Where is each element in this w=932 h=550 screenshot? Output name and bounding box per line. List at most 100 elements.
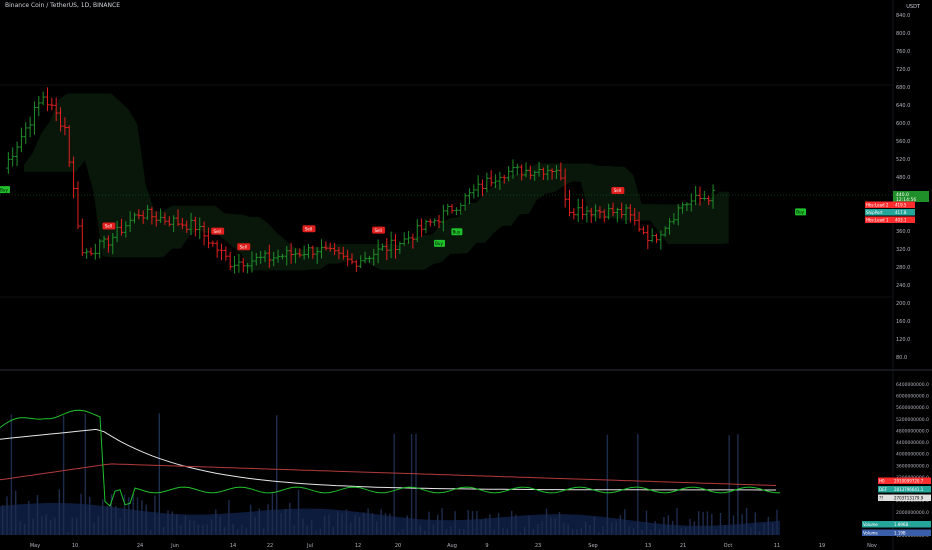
- volume-bar[interactable]: [463, 529, 465, 535]
- volume-bar[interactable]: [219, 516, 221, 535]
- currency-label[interactable]: USDT: [906, 4, 920, 10]
- volume-bar[interactable]: [28, 500, 30, 535]
- volume-bar[interactable]: [323, 515, 326, 535]
- volume-bar[interactable]: [637, 434, 639, 535]
- volume-bar[interactable]: [584, 521, 587, 535]
- volume-bar[interactable]: [6, 496, 8, 535]
- sell-signal[interactable]: [211, 227, 225, 235]
- volume-bar[interactable]: [376, 521, 378, 535]
- volume-bar[interactable]: [58, 489, 60, 535]
- volume-bar[interactable]: [284, 508, 287, 535]
- volume-bar[interactable]: [511, 510, 513, 535]
- volume-bar[interactable]: [2, 505, 4, 535]
- last-price-badge[interactable]: [893, 191, 929, 202]
- volume-bar[interactable]: [115, 506, 117, 535]
- volume-bar[interactable]: [232, 523, 234, 535]
- volume-bar[interactable]: [76, 517, 78, 536]
- volume-bar[interactable]: [437, 514, 439, 535]
- buy-signal[interactable]: [0, 186, 10, 194]
- sell-signal[interactable]: [611, 187, 625, 195]
- volume-bar[interactable]: [532, 529, 535, 535]
- volume-bar[interactable]: [676, 508, 678, 535]
- volume-bar[interactable]: [23, 523, 26, 535]
- volume-bar[interactable]: [162, 526, 165, 535]
- volume-bar[interactable]: [97, 516, 100, 535]
- volume-bar[interactable]: [397, 532, 400, 535]
- volume-bar[interactable]: [254, 516, 256, 535]
- volume-bar[interactable]: [732, 515, 735, 535]
- volume-bar[interactable]: [602, 526, 604, 535]
- indicator-legend-tag[interactable]: [865, 209, 893, 216]
- volume-bar[interactable]: [350, 522, 352, 535]
- volume-bar[interactable]: [171, 511, 173, 535]
- volume-bar[interactable]: [493, 529, 495, 535]
- buy-signal[interactable]: [451, 228, 463, 236]
- volume-bar[interactable]: [393, 433, 395, 535]
- volume-bar[interactable]: [371, 513, 374, 535]
- volume-bar[interactable]: [667, 515, 669, 535]
- volume-bar[interactable]: [502, 527, 504, 535]
- volume-bar[interactable]: [384, 513, 387, 535]
- indicator-legend-tag[interactable]: [865, 201, 893, 209]
- volume-bar[interactable]: [745, 507, 748, 535]
- volume-bar[interactable]: [410, 434, 413, 535]
- volume-bar[interactable]: [554, 518, 556, 535]
- volume-bar[interactable]: [54, 517, 56, 535]
- volume-bar[interactable]: [363, 512, 365, 535]
- volume-bar[interactable]: [650, 530, 652, 535]
- volume-bar[interactable]: [49, 520, 52, 536]
- volume-bar[interactable]: [772, 523, 774, 535]
- volume-bar[interactable]: [571, 528, 574, 535]
- volume-bar[interactable]: [271, 493, 274, 535]
- volume-bar[interactable]: [497, 512, 500, 535]
- buy-signal[interactable]: [434, 239, 445, 247]
- volume-bar[interactable]: [663, 517, 665, 535]
- volume-bar[interactable]: [671, 520, 674, 535]
- volume-bar[interactable]: [223, 527, 226, 535]
- volume-legend-tag[interactable]: [878, 486, 893, 493]
- volume-ma-white[interactable]: [0, 428, 776, 491]
- volume-bar[interactable]: [424, 530, 426, 535]
- volume-bar[interactable]: [519, 532, 522, 535]
- volume-bar[interactable]: [406, 515, 408, 536]
- volume-bar[interactable]: [419, 525, 421, 535]
- volume-bar[interactable]: [467, 510, 469, 535]
- volume-bar[interactable]: [489, 514, 491, 535]
- volume-bar[interactable]: [537, 524, 539, 535]
- volume-bar[interactable]: [245, 527, 247, 535]
- volume-bar[interactable]: [515, 514, 517, 535]
- volume-bar[interactable]: [110, 494, 113, 535]
- volume-bar[interactable]: [567, 524, 569, 535]
- volume-bar[interactable]: [149, 530, 152, 535]
- volume-bar[interactable]: [389, 513, 391, 535]
- volume-bar[interactable]: [337, 511, 339, 536]
- volume-bar[interactable]: [136, 497, 139, 535]
- volume-bar[interactable]: [728, 435, 730, 535]
- volume-bar[interactable]: [276, 415, 278, 535]
- volume-bar[interactable]: [458, 528, 461, 535]
- volume-bar[interactable]: [776, 509, 778, 535]
- volume-bar[interactable]: [415, 433, 417, 535]
- volume-legend-tag[interactable]: [878, 477, 893, 485]
- volume-bar[interactable]: [345, 509, 348, 535]
- volume-bar[interactable]: [480, 519, 482, 535]
- volume-bar[interactable]: [328, 515, 330, 535]
- volume-bar[interactable]: [580, 527, 582, 535]
- buy-signal[interactable]: [795, 208, 807, 216]
- volume-bar[interactable]: [689, 518, 691, 535]
- volume-bar[interactable]: [132, 493, 134, 535]
- volume-bar[interactable]: [611, 522, 613, 535]
- volume-bar[interactable]: [176, 514, 178, 536]
- volume-bar[interactable]: [628, 526, 630, 535]
- indicator-legend-tag[interactable]: [865, 216, 893, 224]
- volume-bar[interactable]: [698, 511, 700, 535]
- volume-bar[interactable]: [202, 525, 204, 535]
- volume-bar[interactable]: [210, 519, 213, 535]
- volume-bar[interactable]: [528, 515, 530, 535]
- volume-bar[interactable]: [441, 508, 443, 535]
- volume-bar[interactable]: [80, 493, 82, 535]
- volume-bar[interactable]: [45, 514, 47, 535]
- sell-signal[interactable]: [237, 243, 251, 251]
- volume-bar[interactable]: [545, 508, 548, 536]
